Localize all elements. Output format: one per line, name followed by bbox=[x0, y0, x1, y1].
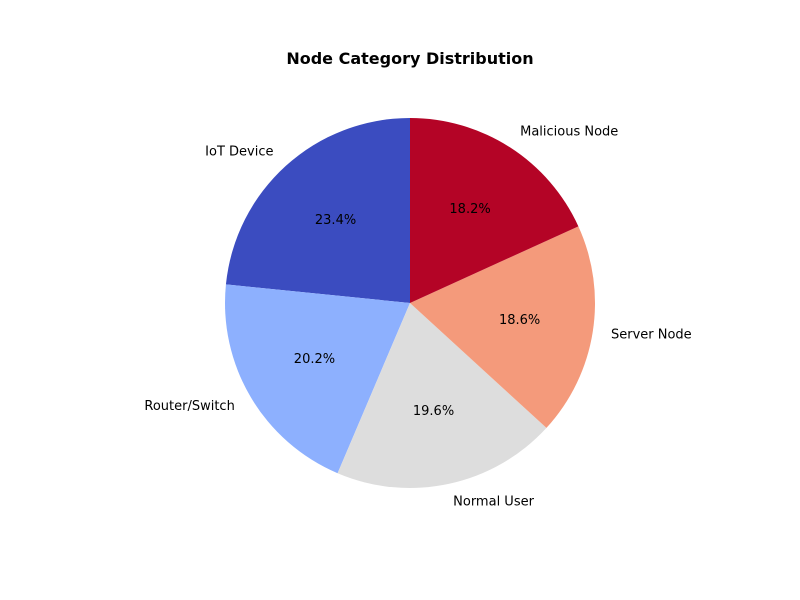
slice-percent-iot-device: 23.4% bbox=[315, 213, 356, 228]
slice-percent-malicious-node: 18.2% bbox=[449, 202, 490, 217]
pie-slices bbox=[225, 118, 595, 488]
pie-slice-malicious-node bbox=[410, 118, 579, 303]
chart-title: Node Category Distribution bbox=[286, 49, 533, 68]
pie-slice-normal-user bbox=[337, 303, 547, 488]
slice-label-iot-device: IoT Device bbox=[205, 145, 273, 160]
pie-labels: IoT Device 23.4% Router/Switch 20.2% Normal … bbox=[144, 124, 691, 509]
slice-percent-normal-user: 19.6% bbox=[413, 404, 454, 419]
pie-slice-server-node bbox=[410, 226, 595, 428]
slice-label-normal-user: Normal User bbox=[453, 494, 534, 509]
slice-percent-router-switch: 20.2% bbox=[294, 352, 335, 367]
slice-label-router-switch: Router/Switch bbox=[144, 399, 234, 414]
slice-label-malicious-node: Malicious Node bbox=[520, 124, 618, 139]
pie-slice-router-switch bbox=[225, 284, 410, 474]
slice-percent-server-node: 18.6% bbox=[499, 313, 540, 328]
pie-slice-iot-device bbox=[225, 118, 410, 303]
slice-label-server-node: Server Node bbox=[611, 327, 692, 342]
